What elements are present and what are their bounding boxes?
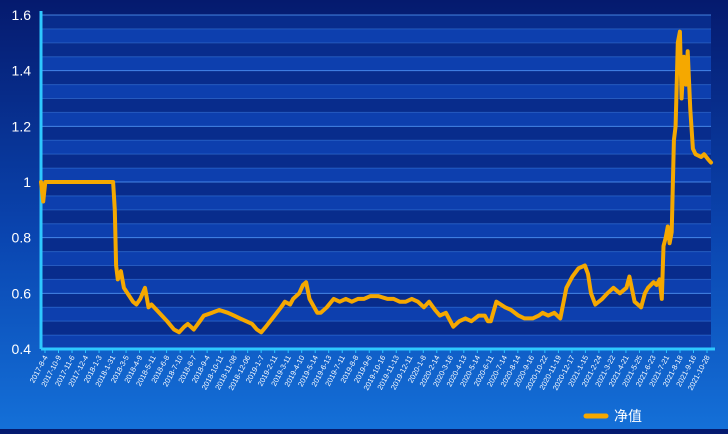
plot-background <box>41 15 711 349</box>
plot-band <box>41 84 711 99</box>
legend-label: 净值 <box>614 408 642 424</box>
series-layer <box>39 29 713 335</box>
plot-band <box>41 140 711 155</box>
plot-band <box>41 251 711 266</box>
plot-band <box>41 237 711 252</box>
y-tick-label: 1 <box>23 174 31 190</box>
x-axis-ticks: 2017-8-42017-10-92017-11-62017-12-42018-… <box>28 349 712 392</box>
plot-band <box>41 279 711 294</box>
y-tick-label: 1.6 <box>12 7 32 23</box>
plot-band <box>41 154 711 169</box>
plot-band <box>41 265 711 280</box>
plot-band <box>41 182 711 196</box>
plot-band <box>41 42 711 57</box>
plot-band <box>41 15 711 29</box>
series-line <box>39 29 713 335</box>
plot-band <box>41 70 711 85</box>
y-tick-label: 1.2 <box>12 118 32 134</box>
plot-band <box>41 168 711 182</box>
plot-band <box>41 335 711 349</box>
plot-band <box>41 209 711 224</box>
plot-band <box>41 112 711 127</box>
plot-band <box>41 56 711 71</box>
y-tick-label: 1.4 <box>12 63 32 79</box>
plot-band <box>41 126 711 141</box>
plot-band <box>41 98 711 113</box>
legend: 净值 <box>583 408 642 424</box>
y-axis-ticks: 0.4 0.6 0.8 1 1.2 1.4 1.6 <box>12 7 32 357</box>
plot-band <box>41 307 711 322</box>
plot-band <box>41 223 711 238</box>
plot-band <box>41 28 711 43</box>
y-tick-label: 0.8 <box>12 230 32 246</box>
plot-band <box>41 321 711 336</box>
plot-band <box>41 293 711 308</box>
plot-band <box>41 195 711 210</box>
y-tick-label: 0.6 <box>12 285 32 301</box>
y-tick-label: 0.4 <box>12 341 32 357</box>
gridlines <box>41 14 711 350</box>
